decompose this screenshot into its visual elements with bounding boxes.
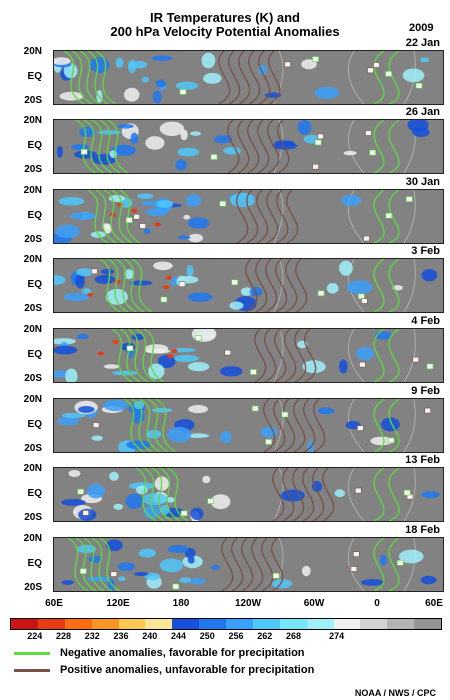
map-panel — [53, 328, 444, 383]
colorbar-tick-label: 268 — [286, 631, 302, 641]
map-panel — [53, 119, 444, 174]
map-panel — [53, 398, 444, 453]
map-panel — [53, 50, 444, 105]
figure-title: IR Temperatures (K) and 200 hPa Velocity… — [0, 11, 450, 39]
colorbar-swatch — [91, 619, 119, 629]
lat-label: 20N — [23, 185, 42, 196]
colorbar-swatch — [387, 619, 415, 629]
colorbar-swatch — [333, 619, 361, 629]
panel-date: 18 Feb — [405, 524, 440, 536]
colorbar-tick-label: 236 — [113, 631, 129, 641]
lat-label: EQ — [27, 139, 42, 151]
title-line-1: IR Temperatures (K) and — [149, 10, 300, 25]
lat-label: 20N — [23, 115, 42, 126]
lon-label: 120E — [106, 598, 130, 609]
lat-label: 20S — [24, 512, 42, 523]
colorbar-swatch — [279, 619, 307, 629]
colorbar-swatch — [118, 619, 146, 629]
panel-date: 22 Jan — [405, 37, 440, 49]
colorbar-swatch — [360, 619, 388, 629]
colorbar-swatch — [226, 619, 253, 629]
lat-label: 20S — [24, 303, 42, 314]
lat-label: EQ — [27, 209, 42, 221]
credit-label: NOAA / NWS / CPC — [354, 688, 436, 698]
legend-positive-text: Positive anomalies, unfavorable for prec… — [60, 664, 315, 676]
lat-label: 20S — [24, 443, 42, 454]
panel-date: 26 Jan — [405, 106, 440, 118]
legend-negative-text: Negative anomalies, favorable for precip… — [60, 647, 305, 659]
lat-label: 20S — [24, 582, 42, 593]
colorbar-swatch — [145, 619, 173, 629]
colorbar-tick-label: 262 — [257, 631, 273, 641]
lat-label: 20N — [23, 394, 42, 405]
lat-label: 20S — [24, 373, 42, 384]
map-panel — [53, 189, 444, 244]
colorbar-swatch — [172, 619, 200, 629]
lat-label: 20S — [24, 95, 42, 106]
colorbar-labels: 224 228 232 236 240 244 250 256 262 268 274 — [10, 631, 440, 643]
map-panel — [53, 467, 444, 522]
lon-label: 180 — [172, 598, 190, 609]
map-panel — [53, 258, 444, 313]
legend-positive-swatch — [14, 668, 50, 672]
lon-label: 60W — [303, 598, 325, 609]
panel-date: 4 Feb — [411, 315, 440, 327]
title-line-2: 200 hPa Velocity Potential Anomalies — [110, 24, 340, 39]
year-label: 2009 — [409, 22, 434, 34]
lat-label: EQ — [27, 557, 42, 569]
lon-label: 0 — [374, 598, 380, 609]
colorbar-tick-label: 224 — [27, 631, 43, 641]
panel-date: 9 Feb — [411, 385, 440, 397]
lat-label: EQ — [27, 70, 42, 82]
colorbar-swatch — [64, 619, 92, 629]
colorbar-tick-label: 274 — [329, 631, 345, 641]
lat-label: 20N — [23, 254, 42, 265]
lat-label: 20S — [24, 234, 42, 245]
lat-label: 20N — [23, 463, 42, 474]
colorbar-tick-label: 228 — [55, 631, 72, 641]
lat-label: EQ — [27, 278, 42, 290]
colorbar-tick-label: 232 — [84, 631, 100, 641]
lon-label: 60E — [425, 598, 443, 609]
legend-negative-swatch — [14, 651, 50, 655]
colorbar-swatch — [11, 619, 38, 629]
legend-positive: Positive anomalies, unfavorable for prec… — [14, 663, 314, 677]
temperature-colorbar — [10, 618, 442, 630]
legend-negative: Negative anomalies, favorable for precip… — [14, 646, 305, 660]
lon-label: 120W — [234, 598, 262, 609]
lat-label: EQ — [27, 487, 42, 499]
colorbar-swatch — [306, 619, 334, 629]
longitude-axis: 60E 120E 180 120W 60W 0 60E — [0, 598, 450, 612]
lat-label: 20N — [23, 324, 42, 335]
colorbar-swatch — [199, 619, 226, 629]
colorbar-tick-label: 240 — [142, 631, 158, 641]
colorbar-swatch — [37, 619, 65, 629]
lat-label: 20N — [23, 46, 42, 57]
panel-date: 3 Feb — [411, 245, 440, 257]
lat-label: EQ — [27, 418, 42, 430]
lat-label: 20N — [23, 533, 42, 544]
colorbar-swatch — [414, 619, 441, 629]
lat-label: EQ — [27, 348, 42, 360]
colorbar-tick-label: 244 — [171, 631, 187, 641]
map-panel — [53, 537, 444, 592]
colorbar-tick-label: 256 — [228, 631, 244, 641]
lon-label: 60E — [45, 598, 63, 609]
colorbar-swatch — [252, 619, 280, 629]
panel-date: 13 Feb — [405, 454, 440, 466]
colorbar-tick-label: 250 — [199, 631, 215, 641]
panel-date: 30 Jan — [405, 176, 440, 188]
lat-label: 20S — [24, 164, 42, 175]
